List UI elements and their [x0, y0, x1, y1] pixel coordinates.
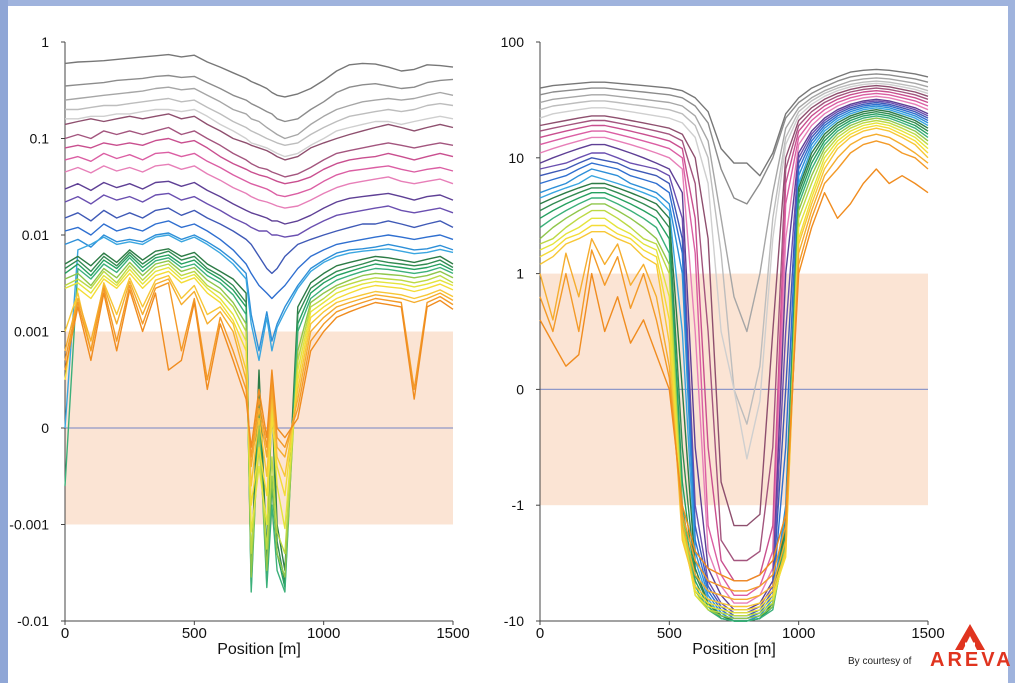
- series-line: [64, 274, 454, 487]
- series-line: [64, 282, 454, 458]
- x-axis-label: Position [m]: [692, 641, 776, 658]
- x-tick-label: 1000: [307, 625, 340, 642]
- series-line: [64, 234, 454, 429]
- series-line: [539, 95, 929, 604]
- y-tick-label: 0: [41, 420, 49, 436]
- x-tick-label: 500: [657, 625, 682, 642]
- series-line: [539, 115, 929, 622]
- y-tick-label: 100: [501, 34, 525, 50]
- series-line: [64, 266, 454, 533]
- series-line: [539, 117, 929, 620]
- series-line: [65, 97, 454, 147]
- series-line: [64, 278, 454, 468]
- x-axis-label: Position [m]: [217, 641, 301, 658]
- series-line: [539, 122, 929, 614]
- series-line: [539, 68, 929, 177]
- series-line: [64, 126, 454, 178]
- series-line: [64, 289, 454, 448]
- x-tick-label: 1500: [911, 625, 944, 642]
- y-tick-label: 0.1: [30, 131, 50, 147]
- credit-text: By courtesy of: [848, 656, 912, 667]
- series-line: [539, 77, 929, 333]
- series-line: [539, 168, 929, 582]
- y-tick-label: -10: [504, 613, 524, 629]
- areva-brand: AREVA: [930, 649, 1014, 671]
- y-tick-label: -0.01: [17, 613, 49, 629]
- series-line: [539, 119, 929, 617]
- y-tick-label: 0.001: [14, 324, 49, 340]
- areva-logo-icon: [955, 624, 985, 650]
- series-line: [64, 192, 454, 238]
- y-tick-label: 1: [41, 34, 49, 50]
- series-line: [64, 248, 454, 572]
- series-line: [64, 270, 454, 506]
- y-tick-label: 0.01: [22, 227, 49, 243]
- series-line: [539, 140, 929, 592]
- series-line: [64, 53, 454, 98]
- series-line: [64, 232, 454, 352]
- series-line: [539, 84, 929, 527]
- x-tick-label: 0: [61, 625, 69, 642]
- left-band: [0, 0, 8, 683]
- series-line: [539, 124, 929, 611]
- series-line: [539, 133, 929, 600]
- series-line: [64, 220, 454, 300]
- y-tick-label: 1: [516, 266, 524, 282]
- series-line: [539, 82, 929, 460]
- x-tick-label: 1000: [782, 625, 815, 642]
- series-line: [64, 86, 454, 140]
- series-line: [64, 74, 454, 123]
- series-line: [539, 73, 929, 205]
- series-line: [539, 87, 929, 562]
- series-line: [65, 108, 454, 158]
- x-tick-label: 500: [182, 625, 207, 642]
- y-tick-label: 0: [516, 381, 524, 397]
- series-line: [64, 137, 454, 185]
- series-line: [539, 127, 929, 608]
- y-tick-label: -1: [512, 497, 525, 513]
- x-tick-label: 0: [536, 625, 544, 642]
- series-line: [64, 250, 454, 584]
- series-line: [539, 92, 929, 596]
- top-band: [0, 0, 1015, 6]
- series-line: [64, 151, 454, 198]
- series-line: [64, 180, 454, 225]
- x-tick-label: 1500: [436, 625, 469, 642]
- y-tick-label: -0.001: [9, 517, 49, 533]
- series-line: [64, 163, 454, 209]
- series-line: [64, 113, 454, 161]
- series-line: [64, 207, 454, 275]
- y-tick-label: 10: [508, 150, 524, 166]
